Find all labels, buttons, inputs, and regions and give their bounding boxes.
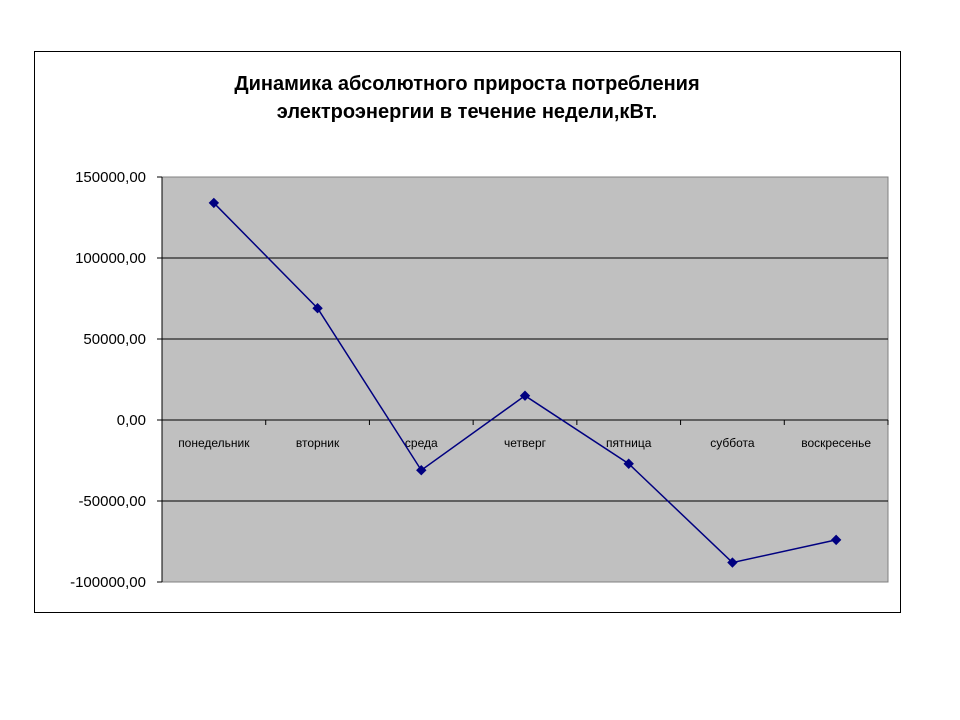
- x-tick-label: пятница: [606, 436, 652, 450]
- data-point: [830, 534, 842, 546]
- x-tick-label: воскресенье: [801, 436, 871, 450]
- y-tick-label: 100000,00: [75, 250, 146, 267]
- x-tick-label: вторник: [296, 436, 340, 450]
- y-tick-label: 0,00: [117, 412, 146, 429]
- x-tick-label: четверг: [504, 436, 547, 450]
- chart-title-line-2: электроэнергии в течение недели,кВт.: [276, 101, 658, 123]
- x-tick-label: среда: [405, 436, 438, 450]
- plot-area: [161, 176, 889, 583]
- x-tick-label: понедельник: [178, 436, 250, 450]
- data-point: [727, 557, 738, 568]
- data-point: [208, 197, 220, 209]
- data-point: [416, 465, 427, 476]
- gridlines: [161, 177, 889, 582]
- y-tick-label: 50000,00: [83, 331, 146, 348]
- y-axis-ticks: 150000,00 100000,00 50000,00 0,00 -50000,00 -…: [70, 169, 162, 591]
- chart-title-line-1: Динамика абсолютного прироста потреблени…: [234, 73, 700, 95]
- data-point: [519, 390, 531, 401]
- data-point: [312, 303, 323, 314]
- chart-title: Динамика абсолютного прироста потреблени…: [0, 70, 934, 126]
- x-tick-label: суббота: [710, 436, 755, 450]
- data-point: [623, 458, 634, 469]
- y-tick-label: -50000,00: [78, 493, 146, 510]
- series-group: [208, 197, 842, 568]
- x-axis-labels: понедельник вторник среда четверг пятница суб…: [178, 436, 871, 450]
- y-tick-label: -100000,00: [70, 574, 146, 591]
- y-tick-label: 150000,00: [75, 169, 146, 186]
